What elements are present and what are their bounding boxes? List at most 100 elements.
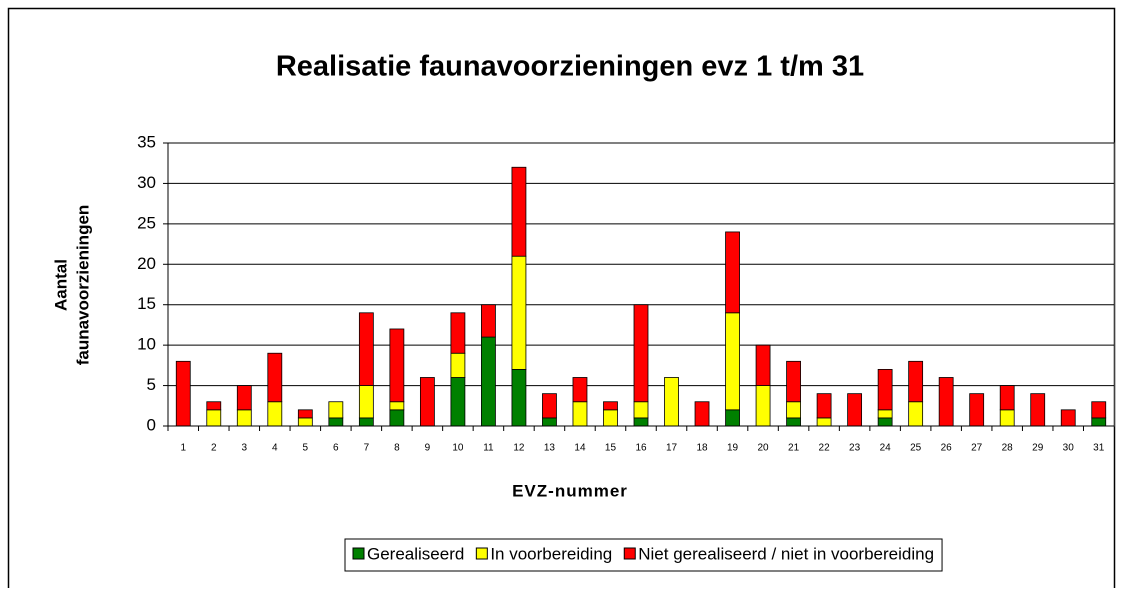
- bar-segment: [999, 409, 1015, 427]
- bar-segment: [450, 352, 466, 378]
- bar-segment: [389, 328, 405, 403]
- x-tick-label: 6: [333, 443, 339, 454]
- y-tick-label: 35: [137, 132, 156, 151]
- y-tick-label: 25: [137, 213, 156, 232]
- bar-segment: [755, 385, 771, 427]
- bar-segment: [1060, 409, 1076, 427]
- bar-segment: [603, 401, 618, 411]
- bar-segment: [389, 401, 405, 411]
- bar-segment: [236, 409, 252, 427]
- bar-segment: [481, 336, 496, 427]
- y-axis-label: Aantal faunavoorzieningen: [51, 205, 92, 366]
- bar-segment: [206, 409, 222, 427]
- x-tick-label: 11: [483, 443, 494, 454]
- x-tick-label: 26: [941, 443, 953, 454]
- bar-segment: [694, 401, 710, 427]
- bar-segment: [664, 377, 679, 427]
- y-axis-label-line: Aantal: [51, 259, 70, 311]
- bar-segment: [847, 393, 863, 427]
- bar-segment: [267, 401, 283, 427]
- bar-segment: [908, 401, 924, 427]
- bar-segment: [328, 417, 344, 427]
- x-tick-label: 28: [1002, 443, 1014, 454]
- x-tick-label: 1: [180, 443, 186, 454]
- bar-segment: [1091, 417, 1107, 427]
- bar-segment: [633, 417, 649, 427]
- x-tick-label: 24: [880, 443, 892, 454]
- bar-segment: [816, 417, 832, 427]
- bar-segment: [725, 231, 740, 314]
- x-tick-label: 22: [819, 443, 831, 454]
- legend-swatch: [352, 547, 365, 560]
- y-tick-label: 5: [147, 375, 156, 394]
- legend-box: [344, 538, 943, 572]
- bar-segment: [908, 360, 924, 403]
- bar-segment: [358, 417, 374, 427]
- x-tick-label: 10: [452, 443, 464, 454]
- bar-segment: [328, 401, 344, 419]
- bar-segment: [389, 409, 405, 427]
- bar-segment: [725, 312, 740, 411]
- bar-segment: [481, 304, 496, 338]
- bar-segment: [572, 401, 588, 427]
- bar-segment: [633, 304, 649, 403]
- legend-label: Gerealiseerd: [367, 544, 464, 563]
- bar-segment: [877, 368, 893, 411]
- x-tick-label: 15: [605, 443, 617, 454]
- bar-segment: [358, 312, 374, 386]
- bar-segment: [297, 417, 313, 427]
- bar-segment: [633, 401, 649, 419]
- bar-segment: [542, 393, 557, 419]
- bar-segment: [786, 417, 801, 427]
- bar-segment: [511, 166, 527, 257]
- x-tick-label: 27: [971, 443, 983, 454]
- y-tick-label: 30: [137, 173, 156, 192]
- bar-segment: [358, 385, 374, 419]
- x-tick-label: 13: [544, 443, 556, 454]
- bar-segment: [1030, 393, 1046, 427]
- legend-swatch: [475, 547, 488, 560]
- x-tick-label: 25: [910, 443, 922, 454]
- bar-segment: [938, 377, 954, 427]
- x-tick-label: 12: [513, 443, 525, 454]
- bar-segment: [175, 360, 191, 427]
- y-tick-label: 0: [147, 415, 156, 434]
- bar-segment: [969, 393, 985, 427]
- x-tick-label: 30: [1063, 443, 1075, 454]
- bar-segment: [450, 377, 466, 427]
- bar-segment: [877, 417, 893, 427]
- x-tick-label: 18: [696, 443, 708, 454]
- legend-label: Niet gerealiseerd / niet in voorbereidin…: [638, 544, 934, 563]
- bar-segment: [603, 409, 618, 427]
- bar-segment: [511, 255, 527, 370]
- x-tick-label: 2: [211, 443, 217, 454]
- bar-segment: [877, 409, 893, 419]
- x-tick-label: 29: [1032, 443, 1044, 454]
- bar-segment: [999, 385, 1015, 411]
- bar-segment: [297, 409, 313, 419]
- bar-segment: [755, 344, 771, 386]
- y-tick-label: 10: [137, 335, 156, 354]
- x-tick-label: 17: [666, 443, 678, 454]
- x-tick-label: 20: [758, 443, 770, 454]
- bar-segment: [419, 377, 435, 427]
- y-tick-label: 20: [137, 254, 156, 273]
- legend-label: In voorbereiding: [490, 544, 612, 563]
- bar-segment: [725, 409, 740, 427]
- bar-segment: [511, 368, 527, 427]
- x-tick-label: 9: [425, 443, 431, 454]
- x-tick-label: 31: [1093, 443, 1105, 454]
- bar-segment: [816, 393, 832, 419]
- x-tick-label: 19: [727, 443, 739, 454]
- bar-segment: [450, 312, 466, 354]
- bar-segment: [206, 401, 222, 411]
- x-tick-label: 8: [394, 443, 400, 454]
- x-tick-label: 7: [364, 443, 370, 454]
- x-axis-label: EVZ-nummer: [512, 481, 628, 500]
- bar-segment: [786, 360, 801, 403]
- x-tick-label: 5: [303, 443, 309, 454]
- x-tick-label: 21: [788, 443, 800, 454]
- bar-segment: [267, 352, 283, 403]
- y-axis-label-line: faunavoorzieningen: [73, 205, 92, 366]
